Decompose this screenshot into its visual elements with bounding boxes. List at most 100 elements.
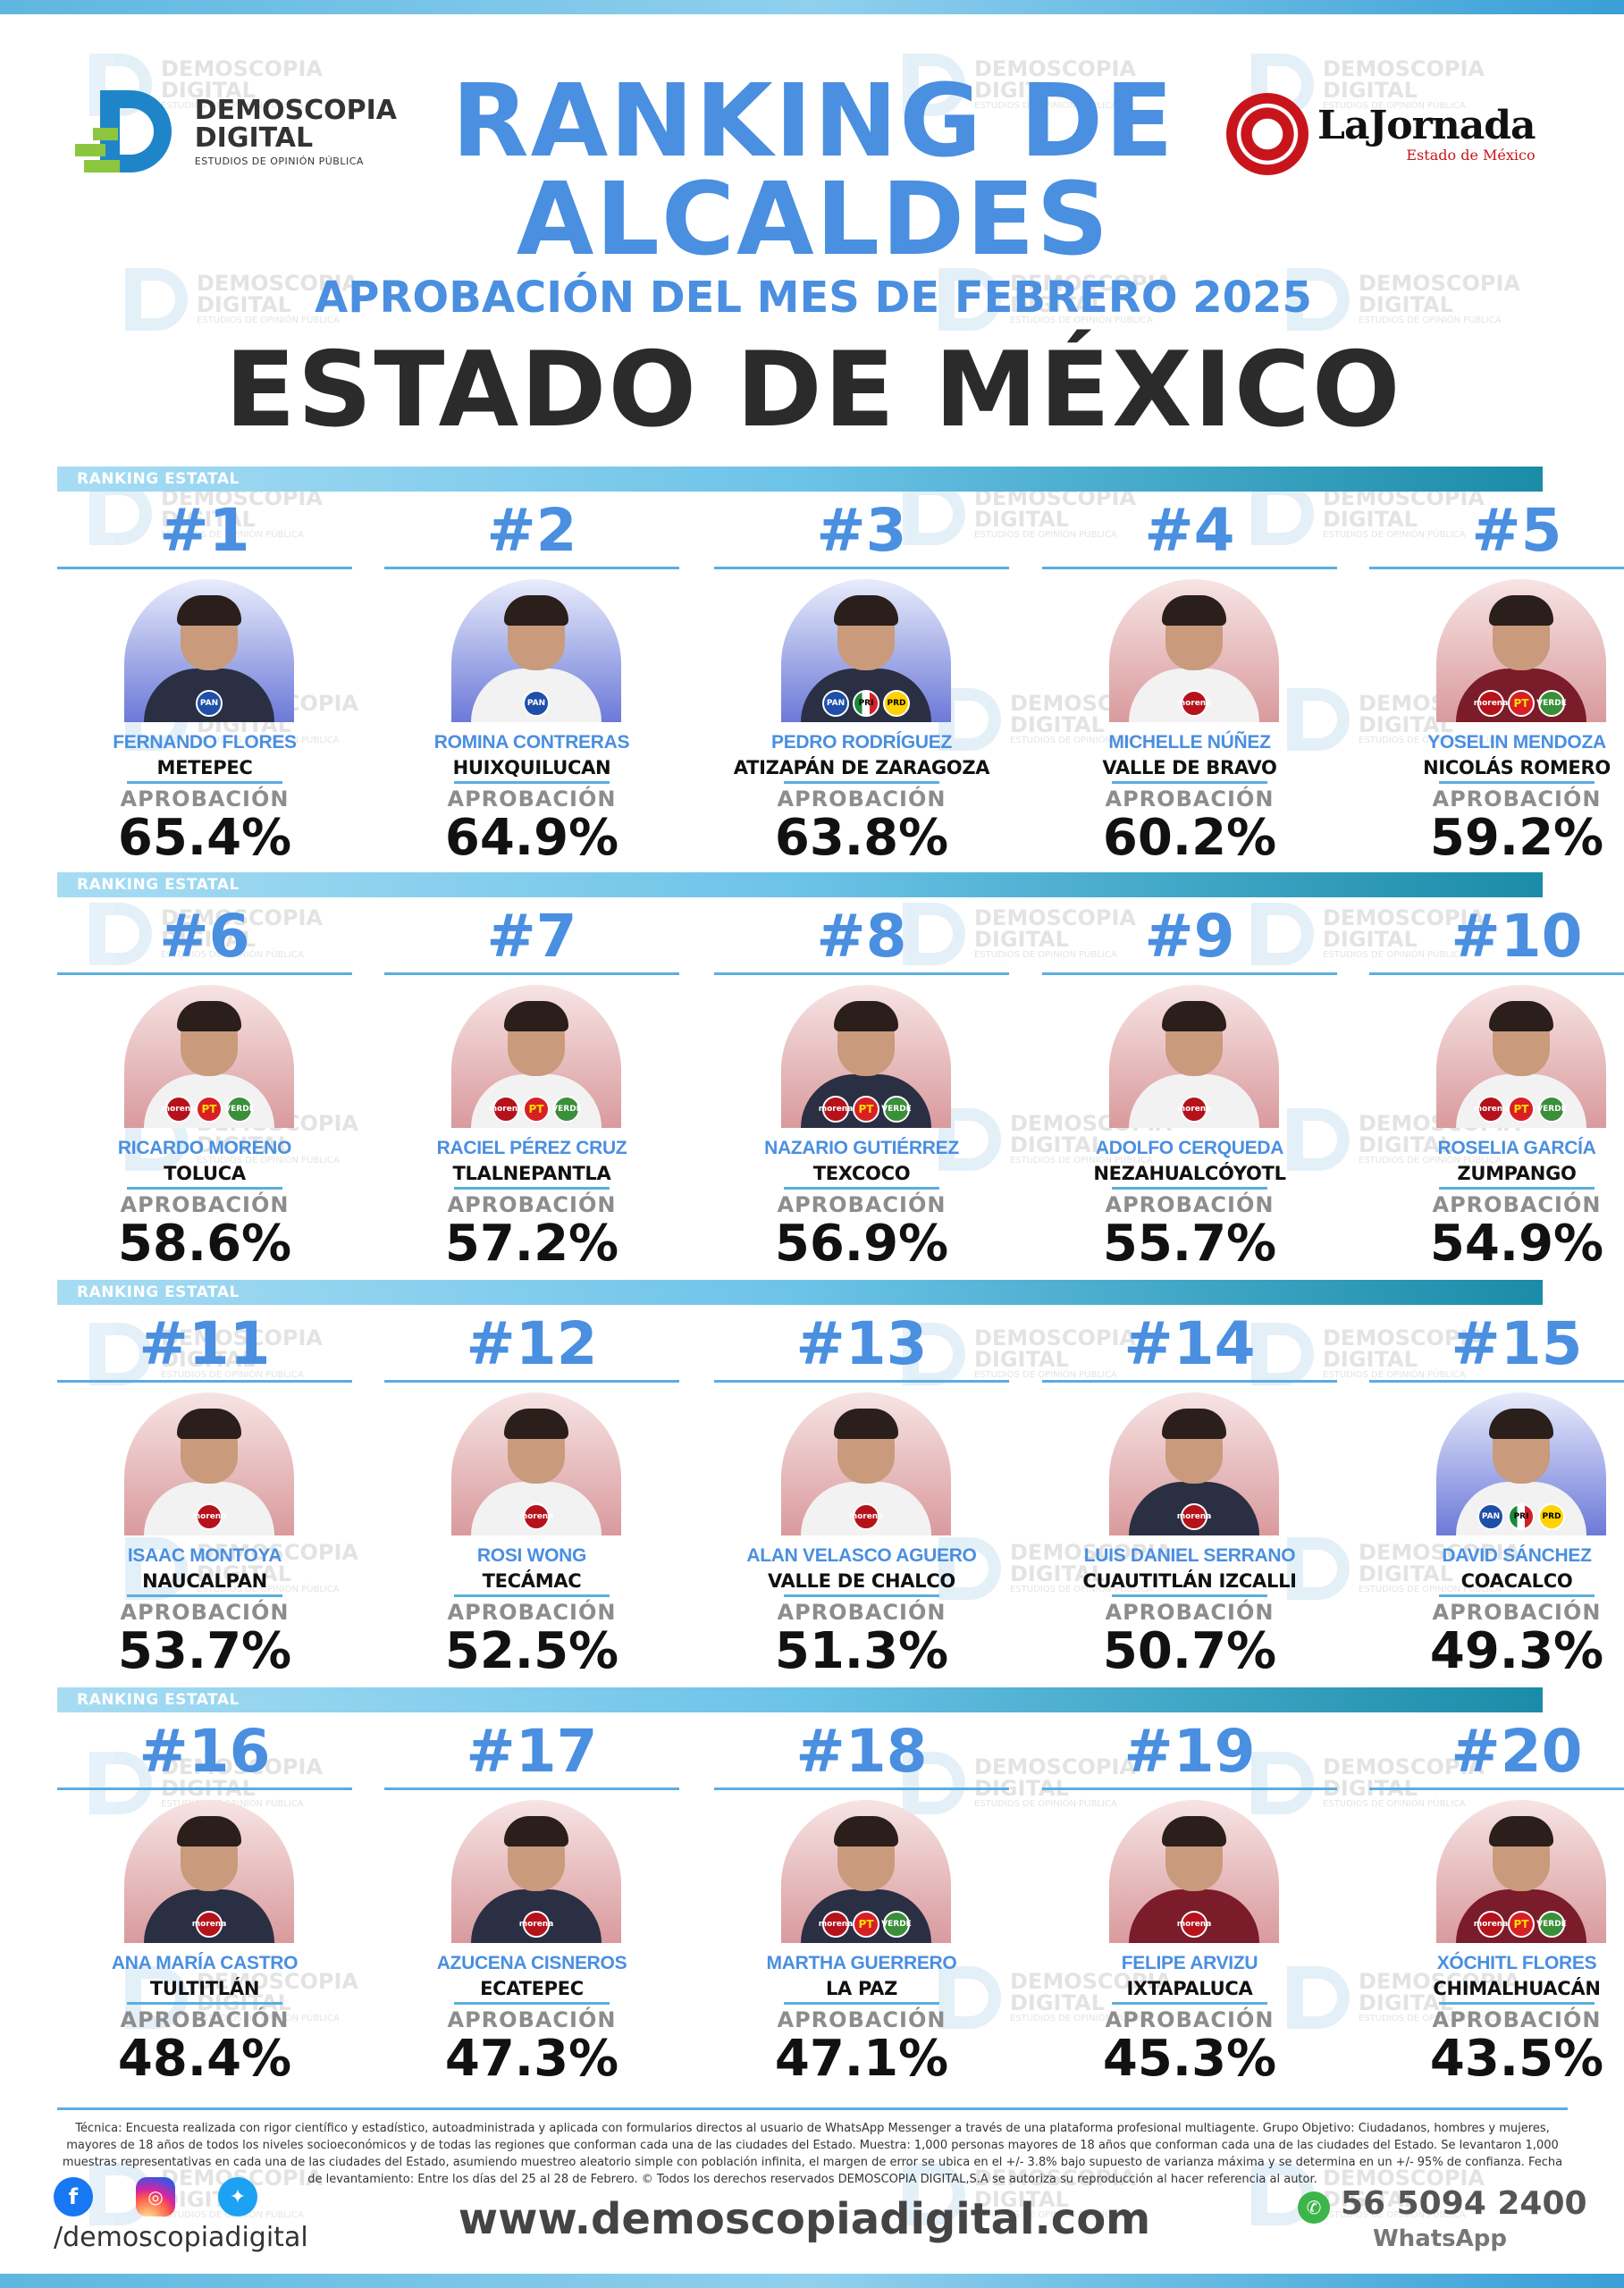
ranking-band: RANKING ESTATAL — [57, 1280, 1543, 1305]
rank-underline — [714, 1380, 1009, 1383]
morena-party-icon: morena — [192, 1911, 226, 1938]
mayor-name: FERNANDO FLORES — [113, 732, 297, 753]
rank-underline — [1369, 567, 1624, 569]
party-badges: morena — [124, 1911, 294, 1938]
morena-party-icon: morena — [819, 1096, 853, 1123]
twitter-icon[interactable]: ✦ — [218, 2177, 257, 2216]
mayor-photo: PAN — [124, 579, 294, 722]
instagram-icon[interactable]: ◎ — [136, 2177, 175, 2216]
city-underline — [1439, 1187, 1595, 1190]
verde-party-icon: VERDE — [881, 1096, 912, 1123]
municipality-name: NICOLÁS ROMERO — [1423, 757, 1611, 778]
rank-number: #9 — [1144, 902, 1235, 971]
approval-value: 45.3% — [1102, 2030, 1277, 2088]
rank-underline — [1369, 972, 1624, 975]
approval-label: APROBACIÓN — [447, 2007, 617, 2032]
mayor-name: ROSI WONG — [476, 1545, 587, 1566]
approval-value: 64.9% — [444, 809, 619, 867]
portrait-hair — [834, 1816, 898, 1846]
municipality-name: NAUCALPAN — [142, 1570, 267, 1592]
social-handle: /demoscopiadigital — [54, 2222, 308, 2253]
logo-tagline: ESTUDIOS DE OPINIÓN PÚBLICA — [194, 155, 364, 167]
city-underline — [784, 1594, 939, 1597]
portrait-hair — [177, 1409, 241, 1439]
pri-party-icon: PRI — [853, 690, 879, 717]
rank-underline — [1042, 1380, 1337, 1383]
approval-value: 51.3% — [774, 1622, 949, 1680]
mayor-card: #1 PAN FERNANDO FLORES METEPEC APROBACIÓN 65.… — [57, 497, 352, 872]
rank-underline — [384, 1380, 679, 1383]
morena-party-icon: morena — [1177, 1096, 1211, 1123]
approval-value: 57.2% — [444, 1215, 619, 1273]
mayor-card: #3 PAN PRI PRD PEDRO RODRÍGUEZ ATIZAPÁN DE ZA… — [714, 497, 1009, 872]
municipality-name: TOLUCA — [164, 1163, 246, 1184]
portrait-hair — [1489, 1409, 1553, 1439]
mayor-card: #2 PAN ROMINA CONTRERAS HUIXQUILUCAN APROBAC… — [384, 497, 679, 872]
mayor-name: RACIEL PÉREZ CRUZ — [436, 1138, 627, 1158]
portrait-hair — [834, 1001, 898, 1031]
rank-underline — [1369, 1788, 1624, 1790]
approval-label: APROBACIÓN — [120, 1600, 290, 1625]
morena-party-icon: morena — [1474, 1911, 1508, 1938]
la-jornada-logo: LaJornada Estado de México — [1226, 89, 1548, 179]
mayor-name: ROSELIA GARCÍA — [1437, 1138, 1596, 1158]
rank-number: #8 — [816, 902, 907, 971]
portrait-hair — [177, 595, 241, 626]
city-underline — [1439, 781, 1595, 784]
municipality-name: TLALNEPANTLA — [452, 1163, 611, 1184]
rank-number: #12 — [466, 1309, 598, 1378]
approval-label: APROBACIÓN — [1432, 786, 1602, 812]
pt-party-icon: PT — [853, 1911, 879, 1938]
approval-value: 43.5% — [1429, 2030, 1604, 2088]
city-underline — [1439, 1594, 1595, 1597]
portrait-hair — [1162, 1409, 1226, 1439]
rank-underline — [384, 972, 679, 975]
mayor-name: MICHELLE NÚÑEZ — [1108, 732, 1271, 753]
approval-label: APROBACIÓN — [120, 786, 290, 812]
pan-party-icon: PAN — [196, 690, 223, 717]
rank-underline — [1042, 972, 1337, 975]
demoscopia-logo: DEMOSCOPIA DIGITAL ESTUDIOS DE OPINIÓN P… — [75, 82, 397, 181]
watermark-line1: DEMOSCOPIA — [161, 56, 323, 81]
methodology-note: Técnica: Encuesta realizada con rigor ci… — [62, 2122, 1563, 2186]
pan-party-icon: PAN — [822, 690, 849, 717]
portrait-hair — [1489, 1816, 1553, 1846]
pt-party-icon: PT — [1508, 690, 1535, 717]
portrait-hair — [504, 1001, 568, 1031]
city-underline — [1439, 2002, 1595, 2005]
city-underline — [784, 1187, 939, 1190]
morena-party-icon: morena — [1474, 1096, 1508, 1123]
facebook-icon[interactable]: f — [54, 2177, 93, 2216]
city-underline — [127, 1187, 282, 1190]
rank-underline — [384, 1788, 679, 1790]
morena-party-icon: morena — [489, 1096, 523, 1123]
rank-underline — [714, 567, 1009, 569]
rank-underline — [57, 567, 352, 569]
demoscopia-d-icon — [75, 85, 182, 178]
website-link[interactable]: www.demoscopiadigital.com — [458, 2194, 1151, 2244]
city-underline — [1112, 1187, 1267, 1190]
mayor-name: FELIPE ARVIZU — [1121, 1953, 1258, 1973]
mayor-card: #14 morena LUIS DANIEL SERRANO CUAUTITLÁN I… — [1042, 1310, 1337, 1686]
approval-value: 53.7% — [117, 1622, 292, 1680]
verde-party-icon: VERDE — [551, 1096, 582, 1123]
mayor-photo: morena — [124, 1392, 294, 1535]
approval-value: 55.7% — [1102, 1215, 1277, 1273]
municipality-name: TECÁMAC — [482, 1570, 582, 1592]
mayor-photo: morena PT VERDE — [451, 985, 621, 1128]
mayor-photo: morena PT VERDE — [1436, 985, 1606, 1128]
approval-value: 47.1% — [774, 2030, 949, 2088]
party-badges: morena — [451, 1911, 621, 1938]
approval-value: 50.7% — [1102, 1622, 1277, 1680]
municipality-name: COACALCO — [1460, 1570, 1573, 1592]
pt-party-icon: PT — [196, 1096, 223, 1123]
mayor-name: YOSELIN MENDOZA — [1427, 732, 1606, 753]
approval-value: 49.3% — [1429, 1622, 1604, 1680]
city-underline — [454, 2002, 610, 2005]
rank-number: #4 — [1144, 496, 1235, 565]
mayor-name: MARTHA GUERRERO — [766, 1953, 957, 1973]
city-underline — [454, 1187, 610, 1190]
pan-party-icon: PAN — [1477, 1503, 1504, 1530]
city-underline — [1112, 1594, 1267, 1597]
approval-label: APROBACIÓN — [447, 1192, 617, 1217]
